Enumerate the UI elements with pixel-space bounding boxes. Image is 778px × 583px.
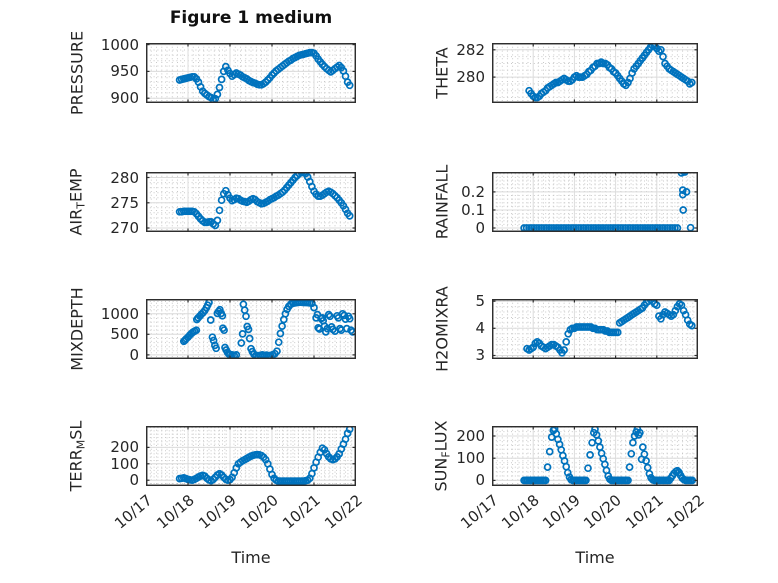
x-tick-label: 10/17 xyxy=(110,491,156,533)
y-tick-label: 280 xyxy=(456,68,485,87)
x-axis-label-right: Time xyxy=(575,548,615,567)
y-tick-label: 275 xyxy=(110,193,139,212)
subplot-terr-msl xyxy=(146,426,356,486)
x-tick-label: 10/22 xyxy=(662,491,708,533)
y-tick-label: 3 xyxy=(475,346,485,365)
x-tick-label: 10/22 xyxy=(320,491,366,533)
scatter-series xyxy=(520,426,697,485)
subplot-rainfall xyxy=(492,172,698,232)
y-axis-label-mixdepth: MIXDEPTH xyxy=(67,287,87,371)
x-tick-label: 10/20 xyxy=(236,491,282,533)
scatter-series xyxy=(523,299,696,357)
x-tick-label: 10/17 xyxy=(456,491,502,533)
y-tick-label: 0 xyxy=(475,471,485,490)
y-tick-label: 500 xyxy=(110,325,139,344)
subplot-h2omixra xyxy=(492,299,698,359)
y-tick-label: 270 xyxy=(110,218,139,237)
subplot-pressure xyxy=(146,43,356,103)
scatter-series xyxy=(175,48,354,103)
x-tick-label: 10/21 xyxy=(278,491,324,533)
subplot-mixdepth xyxy=(146,299,356,359)
x-tick-label: 10/19 xyxy=(539,491,584,533)
x-tick-label: 10/19 xyxy=(194,491,240,533)
x-tick-label: 10/20 xyxy=(580,491,626,533)
y-axis-label-pressure: PRESSURE xyxy=(67,30,87,116)
y-tick-label: 0 xyxy=(129,345,139,364)
subscript: M xyxy=(74,439,88,450)
y-tick-label: 200 xyxy=(456,427,485,445)
subscript: F xyxy=(439,451,453,458)
y-tick-label: 0 xyxy=(129,471,139,490)
subplot-theta xyxy=(492,43,698,103)
x-axis-label-left: Time xyxy=(231,548,271,567)
figure-title: Figure 1 medium xyxy=(169,8,333,28)
x-tick-label: 10/21 xyxy=(621,491,667,533)
y-axis-label-terr-msl: TERRMSL xyxy=(66,420,88,492)
y-tick-label: 100 xyxy=(456,449,485,468)
subplot-air-temp xyxy=(146,172,356,232)
y-axis-label-h2omixra: H2OMIXRA xyxy=(432,286,452,372)
y-axis-label-air-temp: AIRTEMP xyxy=(66,168,88,236)
y-axis-label-theta: THETA xyxy=(432,47,452,99)
subplot-sun-flux xyxy=(492,426,698,486)
y-tick-label: 5 xyxy=(475,292,485,311)
y-tick-label: 0 xyxy=(475,219,485,238)
y-tick-label: 282 xyxy=(456,40,485,59)
x-tick-label: 10/18 xyxy=(152,491,198,533)
scatter-series xyxy=(179,299,356,359)
y-tick-label: 0.2 xyxy=(461,182,485,201)
y-tick-label: 280 xyxy=(110,168,139,187)
y-tick-label: 100 xyxy=(110,454,139,473)
y-tick-label: 900 xyxy=(110,89,139,108)
scatter-series xyxy=(525,43,696,102)
subscript: T xyxy=(74,202,88,209)
y-tick-label: 200 xyxy=(110,438,139,457)
y-axis-label-sun-flux: SUNFLUX xyxy=(431,420,453,492)
scatter-series xyxy=(175,172,354,230)
y-tick-label: 0.1 xyxy=(461,200,485,219)
y-tick-label: 1000 xyxy=(100,304,139,323)
y-axis-label-rainfall: RAINFALL xyxy=(432,164,452,240)
y-tick-label: 4 xyxy=(475,319,485,338)
scatter-series xyxy=(175,426,354,485)
x-tick-label: 10/18 xyxy=(498,491,543,533)
y-tick-label: 1000 xyxy=(100,35,139,54)
y-tick-label: 950 xyxy=(110,62,139,81)
